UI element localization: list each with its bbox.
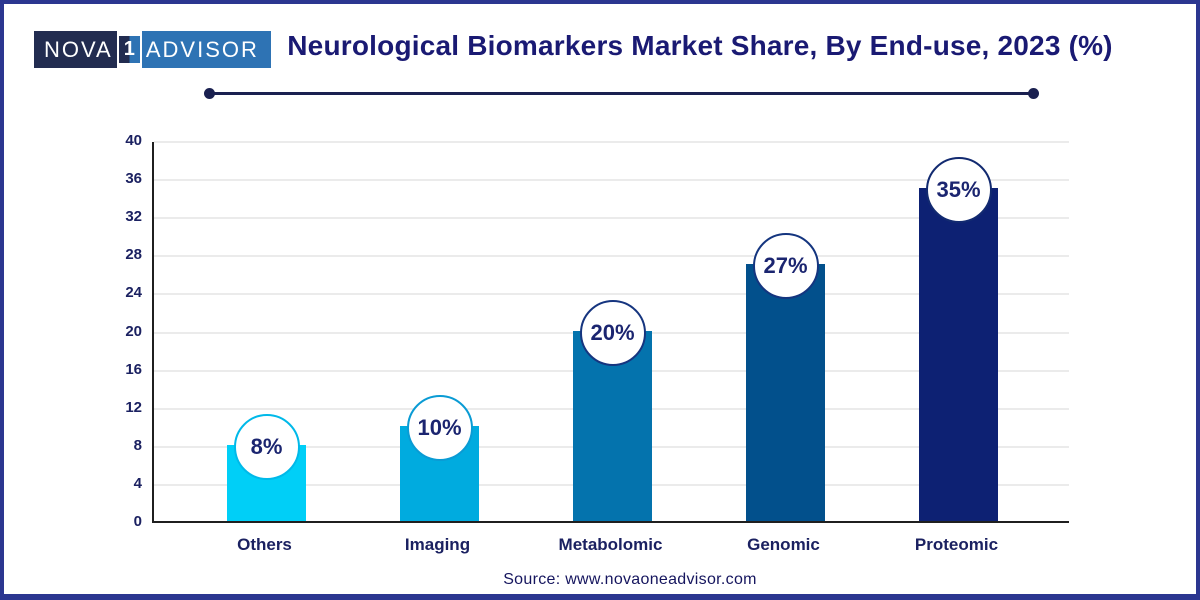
x-axis-label-proteomic: Proteomic [914, 535, 999, 554]
title-underline [204, 88, 1039, 99]
y-axis-tick-label: 12 [125, 398, 142, 416]
x-axis-label-metabolomic: Metabolomic [558, 535, 663, 554]
x-axis-label-others: Others [237, 535, 292, 554]
x-axis-label-imaging: Imaging [404, 535, 471, 554]
gridline-y-24 [154, 293, 1069, 296]
logo-advisor-segment: ADVISOR [141, 31, 271, 68]
logo-one-text: 1 [123, 38, 135, 60]
divider-dot-right-icon [1028, 88, 1039, 99]
y-axis-tick-label: 0 [133, 513, 142, 530]
y-axis-tick-label: 28 [125, 246, 142, 264]
plot-area: 8% 10% 20% 27% 35% [152, 141, 1069, 523]
y-axis-tick-label: 4 [133, 474, 142, 492]
value-badge-proteomic: 35% [925, 156, 992, 223]
gridline-y-32 [154, 217, 1069, 220]
y-axis-tick-label: 20 [125, 322, 142, 340]
chart-title: Neurological Biomarkers Market Share, By… [287, 30, 1113, 61]
value-badge-genomic: 27% [752, 232, 819, 299]
value-badge-metabolomic: 20% [579, 299, 646, 366]
logo-nova-segment: NOVA [34, 31, 117, 68]
y-axis-tick-label: 32 [125, 208, 142, 226]
logo-one-box: 1 [116, 34, 142, 65]
x-axis-label-genomic: Genomic [747, 535, 820, 554]
value-badge-others: 8% [233, 413, 300, 480]
y-axis-tick-label: 8 [133, 436, 142, 454]
bar-genomic [746, 263, 825, 521]
bar-proteomic [919, 187, 998, 521]
gridline-y-28 [154, 255, 1069, 258]
y-axis-tick-label: 16 [125, 360, 142, 378]
divider-dot-left-icon [204, 88, 215, 99]
y-axis-tick-label: 40 [125, 132, 142, 149]
y-axis-tick-label: 24 [125, 284, 142, 302]
logo-nova-text: NOVA [44, 36, 113, 62]
logo-advisor-text: ADVISOR [145, 36, 259, 62]
gridline-y-36 [154, 179, 1069, 182]
gridline-y-40 [154, 141, 1069, 143]
y-axis-tick-label: 36 [125, 170, 142, 188]
value-badge-imaging: 10% [406, 394, 473, 461]
brand-logo: NOVA 1 ADVISOR [34, 31, 271, 68]
source-text: Source: www.novaoneadvisor.com [503, 571, 757, 588]
